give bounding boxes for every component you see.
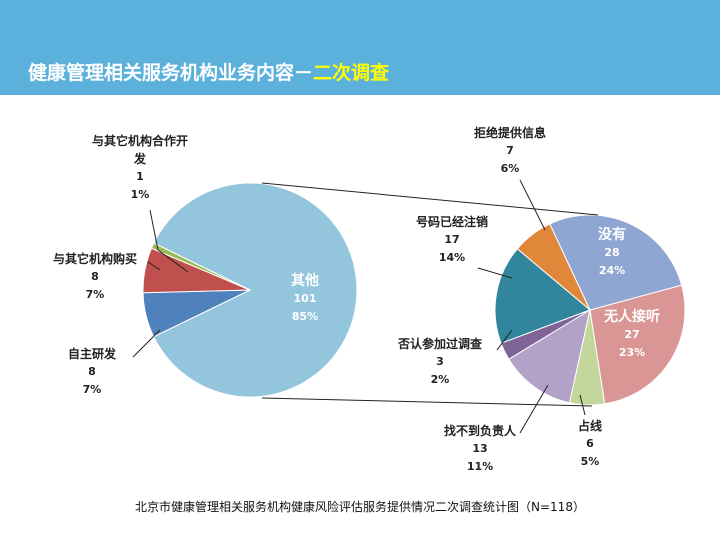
connector-line [261, 182, 599, 216]
category-label: 没有 [598, 227, 626, 243]
share-label: 7% [82, 383, 102, 396]
value-label: 8 [88, 365, 96, 378]
pie-slice [549, 214, 683, 311]
slice-label: 与其它机构购买 8 7% [53, 250, 137, 304]
category-label: 与其它机构合作开发 [91, 134, 188, 166]
value-label: 17 [444, 233, 460, 246]
leader-line [519, 384, 549, 434]
category-label: 占线 [577, 419, 603, 433]
slice-label: 没有 28 24% [598, 226, 626, 280]
connectors [132, 179, 599, 434]
category-label: 找不到负责人 [443, 424, 517, 438]
share-label: 5% [580, 455, 600, 468]
value-label: 1 [136, 170, 144, 183]
slice-label: 号码已经注销 17 14% [416, 213, 488, 267]
category-label: 否认参加过调查 [397, 337, 483, 351]
connector-line [261, 397, 593, 407]
slice-label: 自主研发 8 7% [68, 345, 116, 399]
caption: 北京市健康管理相关服务机构健康风险评估服务提供情况二次调查统计图（N=118） [135, 500, 585, 514]
category-label: 拒绝提供信息 [473, 126, 547, 140]
share-label: 24% [598, 264, 626, 277]
pie-slice [153, 182, 358, 398]
slice-label: 拒绝提供信息 7 6% [474, 124, 546, 178]
title-text: 健康管理相关服务机构业务内容－ [28, 62, 314, 84]
slide-title: 健康管理相关服务机构业务内容－二次调查 [28, 58, 389, 85]
category-label: 与其它机构购买 [52, 252, 138, 266]
leader-line [519, 179, 546, 231]
slice-label: 无人接听 27 23% [604, 308, 660, 362]
share-label: 1% [130, 188, 150, 201]
share-label: 2% [430, 373, 450, 386]
title-highlight: 二次调查 [313, 62, 390, 84]
leader-line [149, 209, 189, 273]
value-label: 27 [624, 328, 640, 341]
slice-label: 与其它机构合作开发 1 1% [91, 132, 189, 204]
share-label: 14% [438, 251, 466, 264]
share-label: 23% [618, 346, 646, 359]
value-label: 7 [506, 144, 514, 157]
slice-label: 找不到负责人 13 11% [444, 422, 516, 476]
slice-label: 否认参加过调查 3 2% [398, 335, 482, 389]
leader-line [579, 394, 586, 416]
leader-line [477, 267, 513, 279]
pie-slice [589, 284, 686, 405]
category-label: 号码已经注销 [415, 215, 489, 229]
share-label: 11% [466, 460, 494, 473]
value-label: 6 [586, 437, 594, 450]
share-label: 85% [291, 310, 319, 323]
pie-slice [150, 242, 251, 291]
value-label: 101 [293, 292, 317, 305]
category-label: 自主研发 [67, 347, 117, 361]
value-label: 3 [436, 355, 444, 368]
leader-line [132, 329, 161, 358]
pie-slice [508, 308, 591, 404]
share-label: 6% [500, 162, 520, 175]
share-label: 7% [85, 288, 105, 301]
leader-line [147, 261, 161, 271]
category-label: 其他 [291, 273, 319, 289]
slice-label: 其他 101 85% [291, 272, 319, 326]
header-band [0, 0, 720, 95]
category-label: 无人接听 [604, 309, 660, 325]
value-label: 13 [472, 442, 488, 455]
leader-line [496, 329, 513, 351]
pie-slice [494, 248, 591, 344]
slice-label: 占线 6 5% [578, 417, 602, 471]
value-label: 8 [91, 270, 99, 283]
value-label: 28 [604, 246, 620, 259]
